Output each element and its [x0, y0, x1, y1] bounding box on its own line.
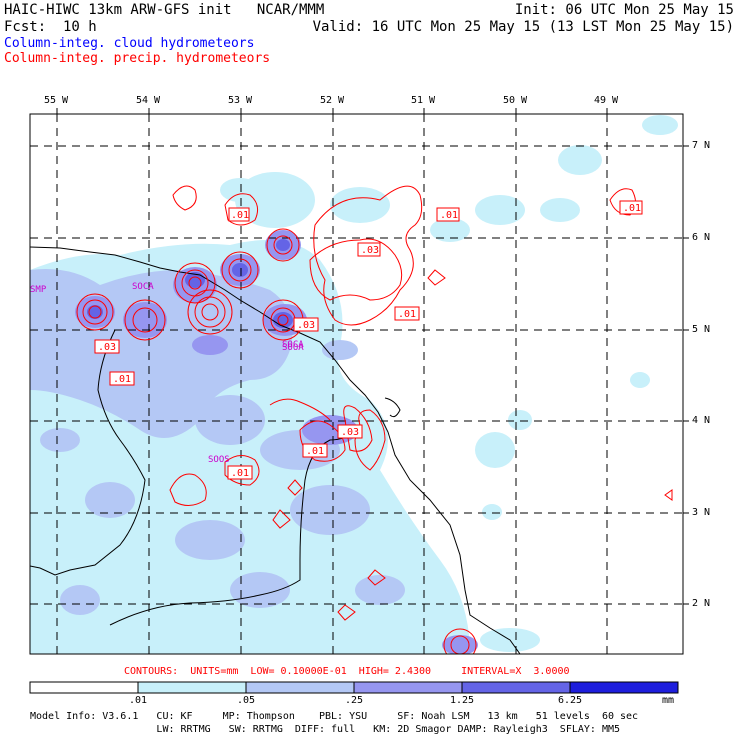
station-label: SOCA: [132, 282, 154, 292]
field-label-precip: Column-integ. precip. hydrometeors: [4, 51, 271, 66]
lat-label: 4 N: [692, 415, 711, 426]
contour-label: .01: [113, 374, 131, 385]
lat-label: 2 N: [692, 598, 711, 609]
contour-label: .03: [297, 320, 315, 331]
valid-time: Valid: 16 UTC Mon 25 May 15 (13 LST Mon …: [312, 19, 734, 35]
forecast-hour: Fcst: 10 h: [4, 19, 97, 35]
lat-label: 7 N: [692, 140, 711, 151]
field-label-cloud: Column-integ. cloud hydrometeors: [4, 36, 255, 51]
colorbar-tick: 6.25: [558, 695, 583, 706]
init-time: Init: 06 UTC Mon 25 May 15: [514, 2, 734, 18]
lon-label: 55 W: [44, 95, 69, 106]
colorbar-tick: 1.25: [450, 695, 475, 706]
colorbar-tick: .25: [345, 695, 364, 706]
contour-label: .03: [341, 427, 359, 438]
plot-title: HAIC-HIWC 13km ARW-GFS init NCAR/MMM: [4, 2, 325, 18]
lon-label: 51 W: [411, 95, 436, 106]
graticule: [30, 114, 683, 654]
station-label: SOCA: [282, 340, 304, 350]
contour-label: .01: [398, 309, 416, 320]
contour-label: .01: [306, 446, 324, 457]
shaded-fields: [30, 115, 678, 654]
lon-label: 52 W: [320, 95, 345, 106]
contour-label: .01: [231, 468, 249, 479]
station-label: SOOA: [282, 343, 304, 353]
contour-label-group: .01 .01 .03 .01 .03 .03 .01 .03 .01 .01 …: [94, 200, 643, 480]
precip-contours: [76, 185, 673, 654]
lon-label: 50 W: [503, 95, 528, 106]
map-frame: [29, 113, 684, 655]
lon-label: 49 W: [594, 95, 619, 106]
contour-label: .01: [231, 210, 249, 221]
lon-label: 53 W: [228, 95, 253, 106]
coastline: [30, 246, 521, 654]
colorbar-tick: .05: [237, 695, 256, 706]
contour-label: .01: [623, 203, 641, 214]
contour-label: .01: [440, 210, 458, 221]
colorbar-tick: .01: [129, 695, 148, 706]
colorbar: [29, 681, 679, 694]
station-label: SMP: [30, 285, 47, 295]
model-info-line1: Model Info: V3.6.1 CU: KF MP: Thompson P…: [30, 711, 639, 722]
station-label: SOOS: [208, 455, 230, 465]
contour-label: .03: [361, 245, 379, 256]
contours-info: CONTOURS: UNITS=mm LOW= 0.10000E-01 HIGH…: [124, 666, 570, 677]
model-info-line2: LW: RRTMG SW: RRTMG DIFF: full KM: 2D Sm…: [30, 724, 621, 735]
lat-label: 3 N: [692, 507, 711, 518]
lat-label: 5 N: [692, 324, 711, 335]
station-labels: SMP SOCA SOOA SOOS: [30, 282, 304, 465]
colorbar-units: mm: [662, 695, 675, 706]
lon-label: 54 W: [136, 95, 161, 106]
lat-label: 6 N: [692, 232, 711, 243]
axis-ticks: [56, 108, 689, 605]
contour-label: .03: [98, 342, 116, 353]
